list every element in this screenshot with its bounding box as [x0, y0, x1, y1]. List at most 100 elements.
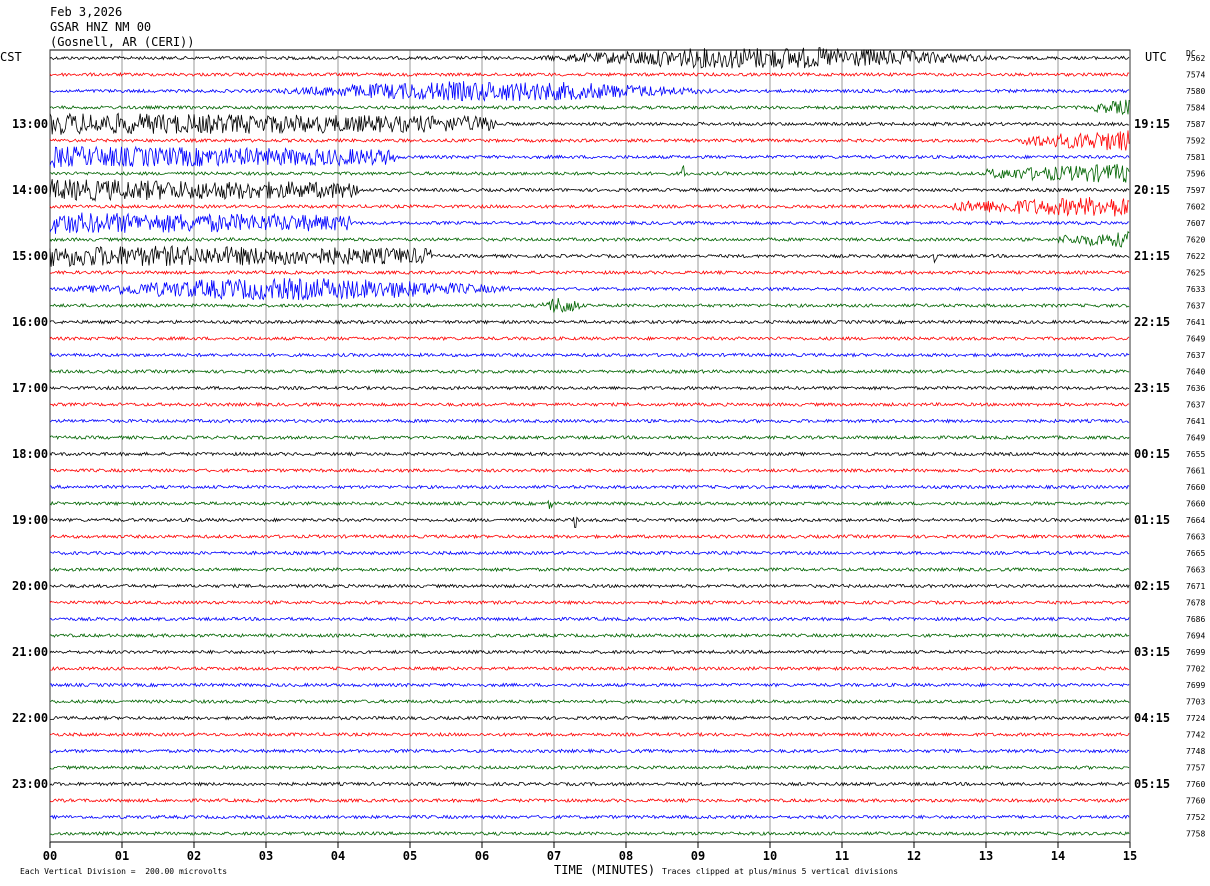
left-hour-label: 23:00 [12, 777, 48, 791]
trace-row-14 [49, 277, 1130, 301]
x-tick-label: 02 [187, 849, 201, 863]
left-hour-label: 20:00 [12, 579, 48, 593]
trace-row-11 [49, 230, 1130, 248]
x-tick-label: 03 [259, 849, 273, 863]
dc-value: 7641 [1186, 318, 1205, 327]
trace-row-28 [49, 516, 1130, 528]
x-tick-label: 01 [115, 849, 129, 863]
trace-row-1 [49, 71, 1130, 78]
right-hour-label: 05:15 [1134, 777, 1170, 791]
left-hour-label: 16:00 [12, 315, 48, 329]
trace-row-40 [49, 715, 1130, 721]
trace-row-37 [49, 665, 1130, 672]
trace-row-39 [49, 698, 1130, 705]
trace-row-19 [49, 368, 1130, 375]
trace-row-26 [49, 484, 1130, 490]
trace-row-35 [49, 632, 1130, 639]
trace-row-32 [49, 583, 1130, 589]
trace-row-34 [49, 616, 1130, 622]
right-hour-label: 02:15 [1134, 579, 1170, 593]
dc-value: 7562 [1186, 54, 1205, 63]
dc-value: 7694 [1186, 632, 1205, 641]
dc-value: 7655 [1186, 450, 1205, 459]
x-tick-label: 08 [619, 849, 633, 863]
trace-row-6 [49, 145, 1130, 168]
trace-row-23 [49, 434, 1130, 441]
trace-lines [49, 47, 1130, 837]
x-tick-label: 09 [691, 849, 705, 863]
dc-value: 7742 [1186, 731, 1205, 740]
dc-value: 7760 [1186, 780, 1205, 789]
dc-value: 7633 [1186, 285, 1205, 294]
dc-value: 7602 [1186, 203, 1205, 212]
left-timezone-label: CST [0, 50, 22, 64]
dc-value: 7584 [1186, 104, 1205, 113]
trace-row-16 [49, 319, 1130, 325]
trace-row-9 [49, 196, 1130, 217]
dc-value: 7592 [1186, 137, 1205, 146]
x-tick-label: 06 [475, 849, 489, 863]
header-location: (Gosnell, AR (CERI)) [50, 35, 195, 49]
dc-value: 7758 [1186, 830, 1205, 839]
dc-value: 7663 [1186, 566, 1205, 575]
trace-row-25 [49, 467, 1130, 474]
axis-labels: 00 01 02 03 04 05 06 07 08 09 10 11 12 13 14 15 7562 7574… [12, 54, 1205, 863]
dc-value: 7574 [1186, 71, 1205, 80]
trace-row-22 [49, 418, 1130, 424]
right-hour-label: 21:15 [1134, 249, 1170, 263]
header-station: GSAR HNZ NM 00 [50, 20, 152, 34]
dc-value: 7665 [1186, 549, 1205, 558]
x-tick-label: 15 [1123, 849, 1137, 863]
trace-row-42 [49, 748, 1130, 754]
right-hour-label: 22:15 [1134, 315, 1170, 329]
left-hour-label: 14:00 [12, 183, 48, 197]
dc-value: 7671 [1186, 582, 1205, 591]
trace-row-2 [49, 81, 1130, 102]
x-tick-label: 00 [43, 849, 57, 863]
scale-note: Each Vertical Division = 200.00 microvol… [20, 867, 228, 876]
dc-value: 7637 [1186, 302, 1205, 311]
trace-row-18 [49, 352, 1130, 358]
dc-value: 7641 [1186, 417, 1205, 426]
left-hour-label: 18:00 [12, 447, 48, 461]
dc-value: 7607 [1186, 219, 1205, 228]
trace-row-13 [49, 269, 1130, 276]
dc-value: 7699 [1186, 681, 1205, 690]
dc-value: 7587 [1186, 120, 1205, 129]
trace-row-20 [49, 385, 1130, 391]
right-hour-label: 20:15 [1134, 183, 1170, 197]
x-tick-label: 07 [547, 849, 561, 863]
x-tick-label: 12 [907, 849, 921, 863]
trace-row-24 [49, 451, 1130, 457]
dc-value: 7748 [1186, 747, 1205, 756]
right-hour-label: 00:15 [1134, 447, 1170, 461]
x-tick-label: 05 [403, 849, 417, 863]
left-hour-label: 13:00 [12, 117, 48, 131]
dc-value: 7640 [1186, 368, 1205, 377]
trace-row-41 [49, 731, 1130, 738]
trace-row-3 [49, 99, 1130, 116]
dc-value: 7580 [1186, 87, 1205, 96]
right-timezone-label: UTC [1145, 50, 1167, 64]
dc-value: 7581 [1186, 153, 1205, 162]
dc-value: 7664 [1186, 516, 1205, 525]
left-hour-label: 19:00 [12, 513, 48, 527]
dc-value: 7663 [1186, 533, 1205, 542]
trace-row-0 [49, 47, 1130, 70]
trace-row-46 [49, 814, 1130, 820]
trace-row-47 [49, 830, 1130, 837]
dc-value: 7757 [1186, 764, 1205, 773]
dc-value: 7625 [1186, 269, 1205, 278]
x-tick-label: 14 [1051, 849, 1065, 863]
right-hour-label: 01:15 [1134, 513, 1170, 527]
dc-value: 7678 [1186, 599, 1205, 608]
trace-row-12 [49, 244, 1130, 268]
right-hour-label: 23:15 [1134, 381, 1170, 395]
left-hour-label: 15:00 [12, 249, 48, 263]
dc-value: 7660 [1186, 500, 1205, 509]
x-tick-label: 13 [979, 849, 993, 863]
x-axis-title: TIME (MINUTES) [554, 863, 656, 877]
right-hour-label: 03:15 [1134, 645, 1170, 659]
x-tick-label: 04 [331, 849, 345, 863]
